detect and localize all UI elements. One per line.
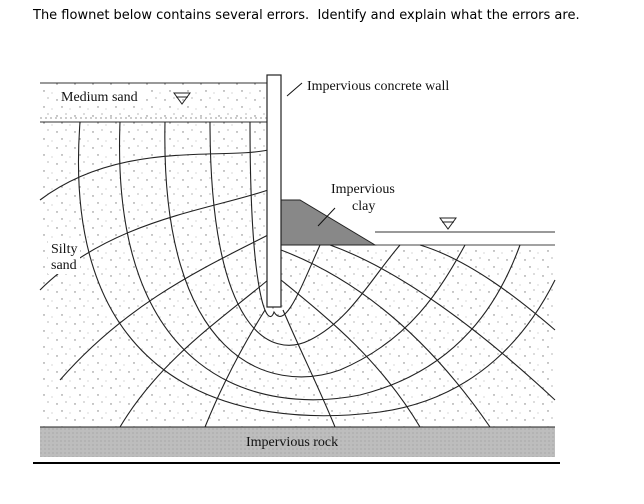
flow-lines [77,121,556,417]
wall-pointer [286,82,303,97]
wall-label: Impervious concrete wall [307,79,449,94]
clay-pointer [317,207,336,227]
label-bg [48,240,80,274]
concrete-wall [266,74,282,308]
water-table-symbol [439,217,457,230]
impervious-rock [40,427,555,457]
clay-label: Impervious [331,182,395,197]
silty-sand-label: Silty [51,242,77,257]
silty-sand-region [40,122,555,427]
water-table-symbol [173,92,191,105]
silty-sand-label: sand [51,258,77,273]
clay-label: clay [352,199,375,214]
rock-label: Impervious rock [246,435,338,450]
medium-sand-label: Medium sand [61,90,138,105]
label-bg [58,88,146,104]
question: The flownet below contains several error… [33,8,580,23]
